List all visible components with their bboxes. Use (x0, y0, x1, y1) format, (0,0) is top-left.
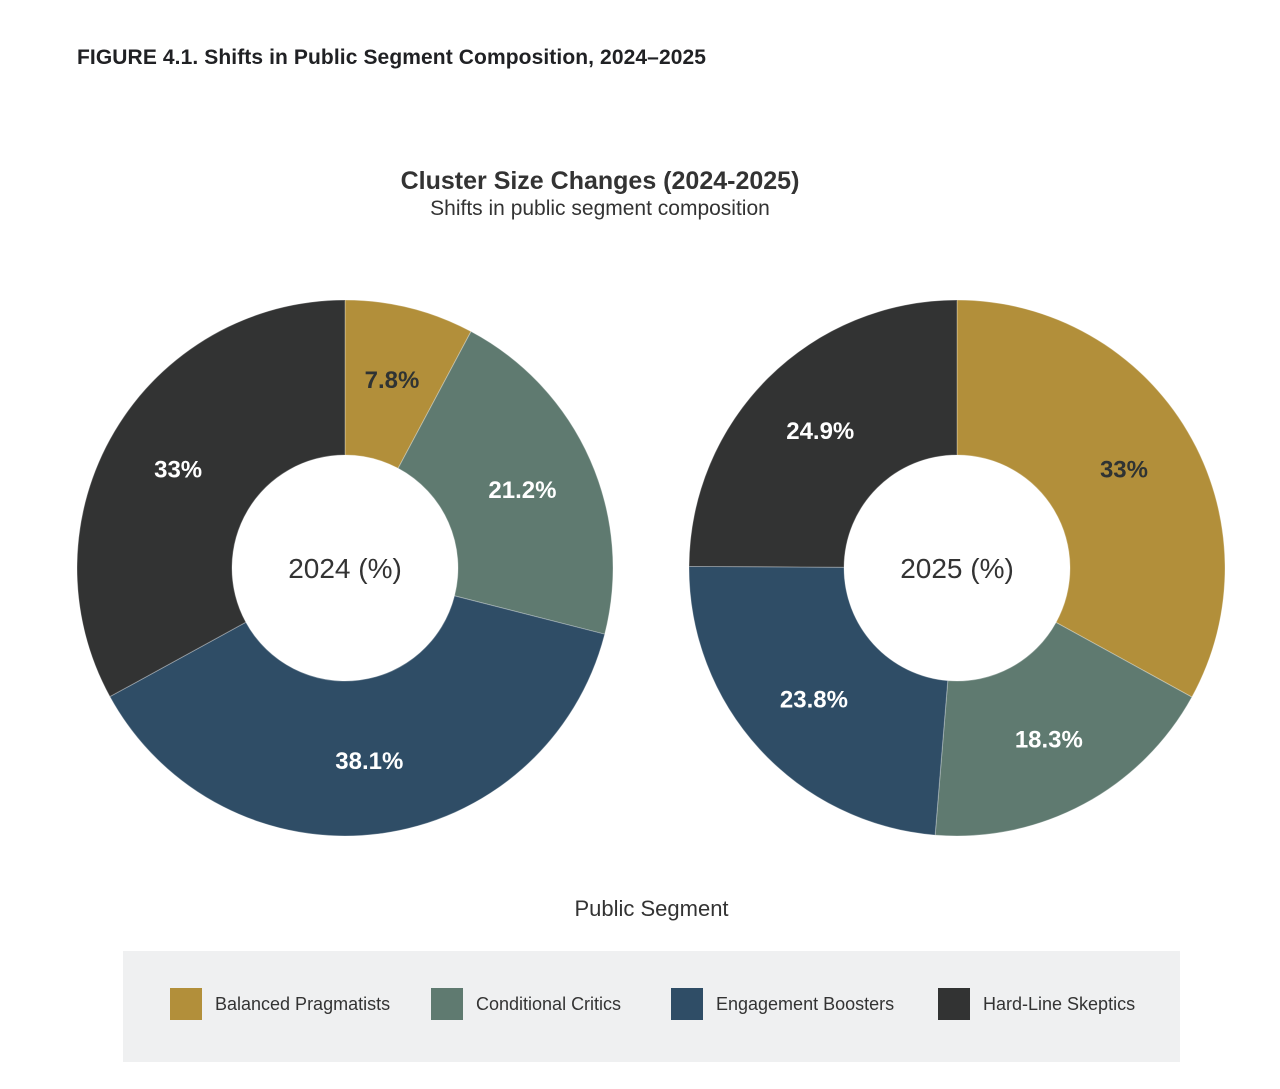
donut-slice-2025-engagement-boosters (688, 565, 949, 836)
legend-item-balanced-pragmatists: Balanced Pragmatists (170, 988, 390, 1020)
donut-slice-2025-conditional-critics (934, 621, 1193, 837)
chart-title: Cluster Size Changes (2024-2025) (400, 167, 800, 195)
figure-title: FIGURE 4.1. Shifts in Public Segment Com… (77, 46, 706, 70)
donut-center-label: 2024 (%) (288, 553, 402, 584)
donut-chart-2025: 33% 18.3% 23.8% 24.9% 2025 (%) (688, 299, 1226, 837)
legend-item-hard-line-skeptics: Hard-Line Skeptics (938, 988, 1135, 1020)
donut-center-label: 2025 (%) (900, 553, 1014, 584)
figure-number-label: FIGURE 4.1. (77, 46, 199, 69)
slice-percent-label: 33% (154, 456, 202, 483)
slice-percent-label: 23.8% (780, 686, 848, 713)
donut-chart-2024: 7.8% 21.2% 38.1% 33% 2024 (%) (76, 299, 614, 837)
legend-label: Conditional Critics (476, 993, 622, 1014)
donut-slice-2024-conditional-critics (397, 330, 614, 635)
legend-swatch-balanced-pragmatists (170, 988, 202, 1020)
slice-percent-label: 38.1% (335, 748, 403, 775)
legend-swatch-engagement-boosters (671, 988, 703, 1020)
slice-percent-label: 18.3% (1015, 726, 1083, 753)
legend-swatch-hard-line-skeptics (938, 988, 970, 1020)
figure-title-text: Shifts in Public Segment Composition, 20… (198, 46, 707, 69)
legend-label: Hard-Line Skeptics (983, 993, 1136, 1014)
donut-slice-2024-balanced-pragmatists (344, 299, 472, 469)
slice-percent-label: 7.8% (365, 367, 420, 394)
legend-swatch-conditional-critics (431, 988, 463, 1020)
donut-slice-2025-balanced-pragmatists (956, 299, 1226, 698)
donut-slice-2024-engagement-boosters (109, 595, 606, 837)
legend-item-conditional-critics: Conditional Critics (431, 988, 621, 1020)
legend-item-engagement-boosters: Engagement Boosters (671, 988, 894, 1020)
slice-percent-label: 21.2% (488, 477, 556, 504)
legend-label: Engagement Boosters (716, 993, 895, 1014)
chart-subtitle: Shifts in public segment composition (430, 197, 770, 220)
legend-title: Public Segment (574, 896, 729, 921)
legend-label: Balanced Pragmatists (215, 993, 391, 1014)
slice-percent-label: 24.9% (786, 418, 854, 445)
slice-percent-label: 33% (1100, 457, 1148, 484)
donut-slice-2025-hard-line-skeptics (688, 299, 958, 568)
donut-slice-2024-hard-line-skeptics (76, 299, 346, 698)
legend: Balanced Pragmatists Conditional Critics… (123, 951, 1180, 1062)
